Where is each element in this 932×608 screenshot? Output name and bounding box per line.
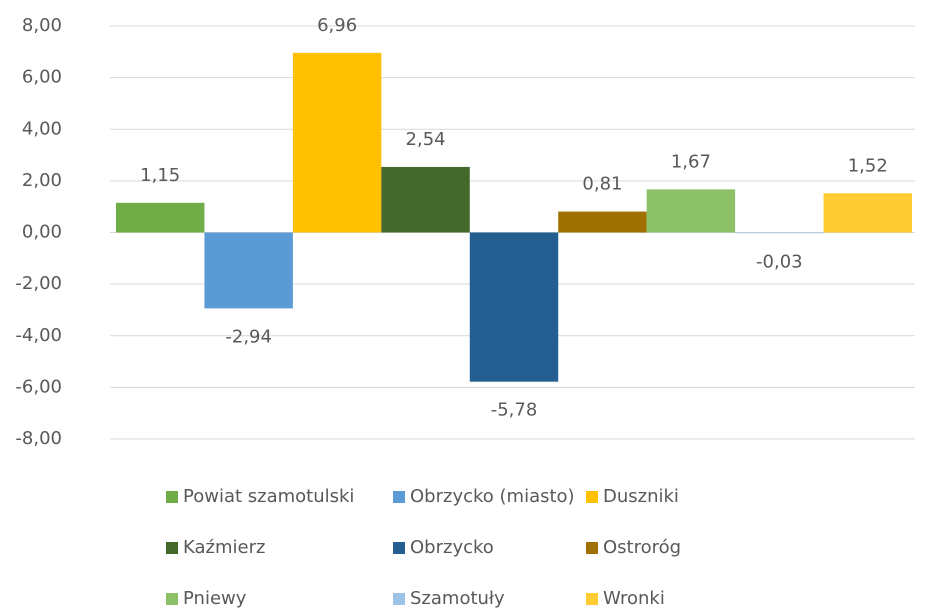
bar — [381, 166, 470, 233]
y-tick-label: 6,00 — [22, 67, 62, 88]
bar — [204, 232, 293, 309]
legend-label: Wronki — [603, 588, 665, 608]
bar — [292, 52, 382, 233]
bar — [646, 189, 736, 233]
y-tick-label: -4,00 — [15, 325, 62, 346]
legend-swatch — [166, 593, 178, 605]
legend-label: Szamotuły — [410, 588, 505, 608]
data-label: -0,03 — [756, 251, 803, 272]
legend-label: Obrzycko — [410, 537, 494, 558]
y-tick-label: -2,00 — [15, 273, 62, 294]
bar — [116, 202, 205, 233]
y-tick-label: 8,00 — [22, 15, 62, 36]
legend-swatch — [393, 593, 405, 605]
data-label: -2,94 — [225, 326, 272, 347]
legend-label: Ostroróg — [603, 537, 681, 558]
data-label: 0,81 — [582, 174, 622, 195]
legend-label: Kaźmierz — [183, 537, 265, 558]
legend-label: Pniewy — [183, 588, 247, 608]
legend-swatch — [166, 542, 178, 554]
bar — [735, 232, 824, 234]
data-label: 1,52 — [848, 155, 888, 176]
y-tick-label: -6,00 — [15, 376, 62, 397]
legend-swatch — [586, 491, 598, 503]
data-label: -5,78 — [491, 400, 538, 421]
bar — [558, 211, 647, 233]
legend-swatch — [393, 491, 405, 503]
legend-swatch — [393, 542, 405, 554]
data-label: 1,67 — [671, 151, 711, 172]
data-label: 6,96 — [317, 15, 357, 36]
y-tick-label: 0,00 — [22, 222, 62, 243]
bar — [469, 232, 559, 382]
y-tick-label: -8,00 — [15, 428, 62, 449]
legend-label: Duszniki — [603, 486, 679, 507]
data-label: 1,15 — [140, 165, 180, 186]
y-tick-label: 4,00 — [22, 118, 62, 139]
data-label: 2,54 — [406, 129, 446, 150]
bar — [823, 193, 912, 233]
legend-swatch — [166, 491, 178, 503]
legend-swatch — [586, 593, 598, 605]
legend-label: Obrzycko (miasto) — [410, 486, 575, 507]
legend-swatch — [586, 542, 598, 554]
legend-label: Powiat szamotulski — [183, 486, 354, 507]
y-tick-label: 2,00 — [22, 170, 62, 191]
